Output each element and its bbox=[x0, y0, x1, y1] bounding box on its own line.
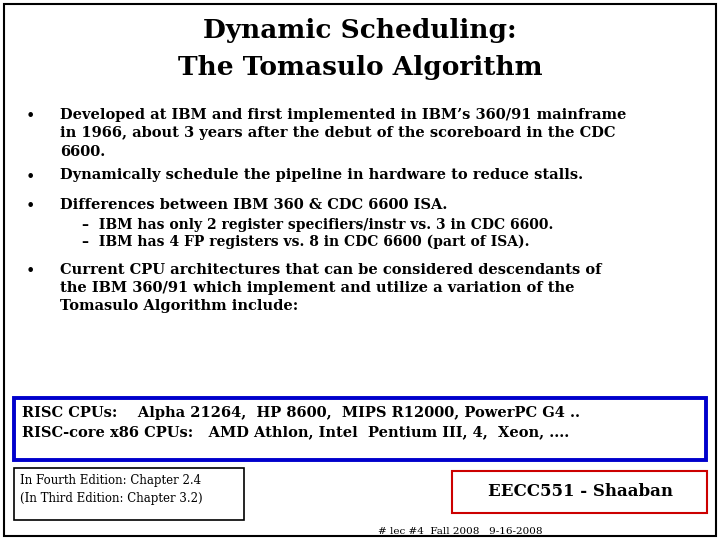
Text: Current CPU architectures that can be considered descendants of
the IBM 360/91 w: Current CPU architectures that can be co… bbox=[60, 262, 601, 313]
Text: •: • bbox=[26, 108, 35, 125]
Text: –  IBM has 4 FP registers vs. 8 in CDC 6600 (part of ISA).: – IBM has 4 FP registers vs. 8 in CDC 66… bbox=[82, 235, 529, 249]
Bar bbox=[14, 468, 244, 520]
Text: # lec #4  Fall 2008   9-16-2008: # lec #4 Fall 2008 9-16-2008 bbox=[378, 527, 542, 536]
Bar bbox=[452, 471, 707, 513]
Text: Differences between IBM 360 & CDC 6600 ISA.: Differences between IBM 360 & CDC 6600 I… bbox=[60, 198, 447, 212]
Text: RISC-core x86 CPUs:   AMD Athlon, Intel  Pentium III, 4,  Xeon, ....: RISC-core x86 CPUs: AMD Athlon, Intel Pe… bbox=[22, 426, 570, 440]
Text: •: • bbox=[26, 198, 35, 215]
Bar bbox=[14, 398, 706, 460]
Text: EECC551 - Shaaban: EECC551 - Shaaban bbox=[487, 483, 672, 501]
Text: Dynamic Scheduling:: Dynamic Scheduling: bbox=[203, 18, 517, 43]
Text: Dynamically schedule the pipeline in hardware to reduce stalls.: Dynamically schedule the pipeline in har… bbox=[60, 168, 583, 183]
Text: –  IBM has only 2 register specifiers/instr vs. 3 in CDC 6600.: – IBM has only 2 register specifiers/ins… bbox=[82, 218, 554, 232]
Text: Developed at IBM and first implemented in IBM’s 360/91 mainframe
in 1966, about : Developed at IBM and first implemented i… bbox=[60, 108, 626, 159]
Text: RISC CPUs:    Alpha 21264,  HP 8600,  MIPS R12000, PowerPC G4 ..: RISC CPUs: Alpha 21264, HP 8600, MIPS R1… bbox=[22, 406, 580, 420]
Text: The Tomasulo Algorithm: The Tomasulo Algorithm bbox=[178, 55, 542, 80]
Text: •: • bbox=[26, 262, 35, 280]
Text: •: • bbox=[26, 168, 35, 186]
Text: In Fourth Edition: Chapter 2.4
(In Third Edition: Chapter 3.2): In Fourth Edition: Chapter 2.4 (In Third… bbox=[20, 474, 202, 505]
